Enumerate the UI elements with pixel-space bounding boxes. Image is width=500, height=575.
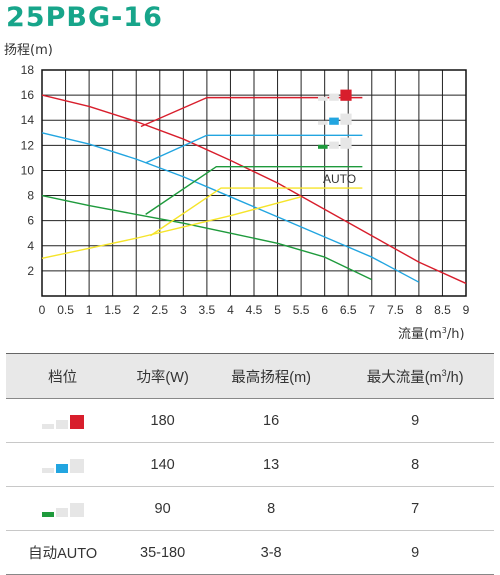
level-block bbox=[41, 423, 54, 429]
level-block bbox=[69, 502, 84, 517]
level-2-icon bbox=[41, 458, 84, 473]
tick-labels: 0 0.5 1 1.5 2 2.5 3 3.5 4 4.5 5 5.5 6 6.5 7 7.5 8 8.5 9 2 4 6… bbox=[21, 63, 470, 317]
y-tick-label: 10 bbox=[21, 163, 35, 177]
flow-cell: 8 bbox=[336, 442, 494, 487]
grid bbox=[41, 69, 467, 297]
x-tick-label: 1.5 bbox=[104, 303, 121, 317]
x-tick-label: 9 bbox=[463, 303, 470, 317]
y-tick-label: 18 bbox=[21, 63, 35, 77]
active-level-block bbox=[55, 463, 68, 473]
y-tick-label: 6 bbox=[27, 214, 34, 228]
active-level-block bbox=[340, 89, 352, 101]
legend: AUTO bbox=[318, 89, 356, 186]
table-row: 140 13 8 bbox=[6, 442, 494, 487]
curve-line bbox=[41, 196, 302, 260]
x-tick-label: 6 bbox=[321, 303, 328, 317]
level-block bbox=[55, 507, 68, 517]
y-tick-label: 14 bbox=[21, 113, 35, 127]
header-level: 档位 bbox=[6, 353, 120, 399]
level-cell: 自动AUTO bbox=[6, 530, 120, 575]
active-level-block bbox=[69, 414, 84, 429]
level-cell bbox=[6, 486, 120, 531]
performance-chart: 扬程(m) 流量(m3/h) AUTO 0 0.5 1 1.5 2 2.5 3 3.5 4 4.5… bbox=[4, 43, 470, 342]
level-block bbox=[318, 96, 328, 101]
y-tick-label: 2 bbox=[27, 264, 34, 278]
level-block bbox=[69, 458, 84, 473]
x-tick-label: 0.5 bbox=[57, 303, 74, 317]
plot-frame bbox=[41, 69, 467, 297]
curves bbox=[41, 94, 467, 285]
flow-cell: 9 bbox=[336, 398, 494, 443]
level-block bbox=[318, 120, 328, 125]
x-tick-label: 2.5 bbox=[151, 303, 168, 317]
level-block bbox=[329, 93, 339, 101]
auto-curve-line bbox=[149, 187, 363, 237]
table-row: 自动AUTO 35-180 3-8 9 bbox=[6, 530, 494, 575]
x-tick-label: 6.5 bbox=[340, 303, 357, 317]
table-row: 90 8 7 bbox=[6, 486, 494, 531]
level-cell bbox=[6, 398, 120, 443]
head-cell: 16 bbox=[205, 398, 337, 443]
x-tick-label: 3 bbox=[180, 303, 187, 317]
curve-line bbox=[41, 94, 467, 285]
power-cell: 140 bbox=[119, 442, 206, 487]
y-tick-label: 4 bbox=[27, 239, 34, 253]
x-tick-label: 8.5 bbox=[434, 303, 451, 317]
x-tick-label: 1 bbox=[86, 303, 93, 317]
y-tick-label: 8 bbox=[27, 189, 34, 203]
head-cell: 3-8 bbox=[205, 530, 337, 575]
head-cell: 13 bbox=[205, 442, 337, 487]
auto-curve-line bbox=[140, 96, 363, 128]
active-level-block bbox=[329, 117, 339, 125]
level-block bbox=[41, 467, 54, 473]
x-tick-label: 2 bbox=[133, 303, 140, 317]
level-3-icon bbox=[41, 414, 84, 429]
spec-table: 档位 功率(W) 最高扬程(m) 最大流量(m3/h) 180 16 9 140… bbox=[6, 353, 494, 575]
y-tick-label: 16 bbox=[21, 88, 35, 102]
x-tick-label: 7.5 bbox=[387, 303, 404, 317]
level-block bbox=[340, 137, 352, 149]
auto-curve-line bbox=[145, 165, 363, 215]
active-level-block bbox=[41, 511, 54, 517]
page-title: 25PBG-16 bbox=[6, 2, 163, 33]
power-cell: 180 bbox=[119, 398, 206, 443]
x-axis-label: 流量(m3/h) bbox=[398, 326, 465, 342]
flow-cell: 9 bbox=[336, 530, 494, 575]
auto-curve-line bbox=[145, 134, 363, 164]
active-level-block bbox=[318, 144, 328, 149]
x-tick-label: 4.5 bbox=[246, 303, 263, 317]
x-tick-label: 4 bbox=[227, 303, 234, 317]
table-header-row: 档位 功率(W) 最高扬程(m) 最大流量(m3/h) bbox=[6, 353, 494, 399]
x-tick-label: 7 bbox=[368, 303, 375, 317]
level-block bbox=[329, 141, 339, 149]
flow-cell: 7 bbox=[336, 486, 494, 531]
table-row: 180 16 9 bbox=[6, 398, 494, 443]
legend-auto-label: AUTO bbox=[323, 172, 356, 186]
level-block bbox=[55, 419, 68, 429]
x-tick-label: 8 bbox=[416, 303, 423, 317]
x-tick-label: 5 bbox=[274, 303, 281, 317]
head-cell: 8 bbox=[205, 486, 337, 531]
curve-line bbox=[41, 194, 373, 281]
power-cell: 35-180 bbox=[119, 530, 206, 575]
y-axis-label: 扬程(m) bbox=[4, 43, 53, 58]
x-tick-label: 5.5 bbox=[293, 303, 310, 317]
header-flow: 最大流量(m3/h) bbox=[336, 353, 494, 399]
x-tick-label: 3.5 bbox=[199, 303, 216, 317]
y-tick-label: 12 bbox=[21, 138, 35, 152]
power-cell: 90 bbox=[119, 486, 206, 531]
level-block bbox=[340, 113, 352, 125]
curve-line bbox=[41, 132, 420, 283]
header-head: 最高扬程(m) bbox=[205, 353, 337, 399]
x-tick-label: 0 bbox=[39, 303, 46, 317]
level-cell bbox=[6, 442, 120, 487]
level-1-icon bbox=[41, 502, 84, 517]
header-power: 功率(W) bbox=[119, 353, 206, 399]
